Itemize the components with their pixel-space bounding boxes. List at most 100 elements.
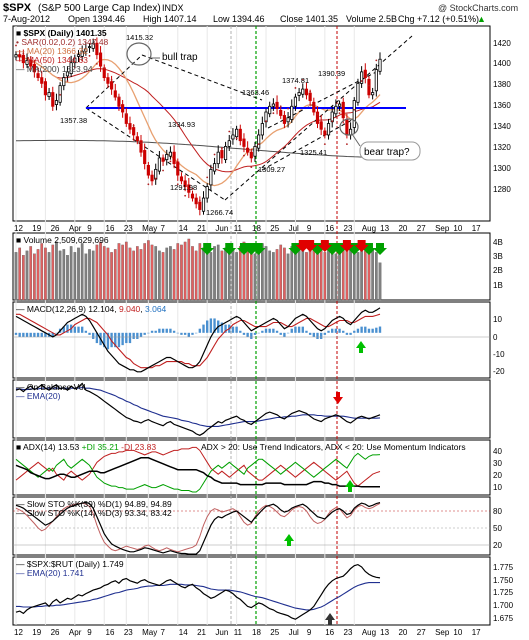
candle-body [279,109,283,116]
candle-body [297,92,301,96]
macd-hist-bar [279,332,282,335]
candle-body [113,90,117,98]
macd-hist-bar [22,332,25,337]
price-legend-ma200: — MA(200) 1323.94 [16,64,93,74]
xaxis-top-label: 13 [380,224,389,233]
volume-bar [209,252,213,301]
volume-bar [191,246,194,301]
sto-fast-line [15,502,381,553]
xaxis-top-label: Jul [289,224,299,233]
macd-hist-bar [364,326,367,333]
adx-legend-prefix: ■ ADX(14) 13.53 [16,442,82,452]
candle-body [246,147,250,153]
exchange-label: INDX [162,3,184,13]
candle-body [220,150,224,159]
ma50-line [15,54,381,173]
candle-body [132,127,136,136]
candle-body [43,81,47,96]
ma50-polyline [15,54,381,173]
macd-hist-bar [172,330,176,333]
macd-hist-bar [308,332,312,335]
volume-bar [121,244,124,301]
sar-dot [301,79,304,81]
xaxis-top-label: Apr [69,224,82,233]
candle-body [378,58,382,72]
candle-body [117,96,121,107]
candle-body [128,123,132,130]
macd-hist-bar [378,326,382,333]
xaxis-bottom-label: 17 [472,628,481,637]
ratio-legend: — $SPX:$RUT (Daily) 1.749 [16,559,124,569]
macd-hist-bar [253,332,257,335]
macd-hist-bar [338,328,341,333]
volume-bar [308,247,312,301]
xaxis-top-label: 11 [234,224,243,233]
volume-bar [194,250,198,301]
bear-trap-connector [351,133,361,147]
macd-legend-hist: 3.064 [145,304,167,314]
macd-hist-bar [275,330,279,333]
price-panel-frame [12,25,491,222]
volume-bar [91,250,95,301]
macd-line [15,307,381,373]
macd-hist-bar [231,326,235,333]
candle-body [356,82,360,103]
volume-yaxis-1b: 1B [493,281,503,290]
sar-dot [287,107,289,110]
sar-dot [66,80,69,82]
candle-body [249,151,253,159]
macd-hist-bar [312,332,316,337]
macd-hist-bar [213,318,216,333]
price-yaxis-1320: 1320 [493,143,511,152]
xaxis-top-label: 27 [417,224,426,233]
volume-bar [213,246,216,301]
sar-dot [22,52,25,55]
macd-hist-bar [316,332,319,339]
watermark: @ StockCharts.com [438,3,518,13]
macd-yaxis-m10: -10 [493,350,505,359]
price-label-1363: 1363.46 [242,88,269,97]
volume-red-arrow-icon [339,240,354,252]
volume-bar [18,247,22,301]
candle-body [168,151,173,157]
macd-hist-bar [25,332,29,337]
price-label-1390: 1390.39 [318,69,345,78]
volume-bar [268,250,272,301]
sto-yaxis-50: 50 [493,524,502,533]
macd-hist-bar [331,328,334,333]
volume-bar [279,244,283,301]
xaxis-top-label: Aug [362,224,376,233]
macd-hist-bar [198,328,202,333]
sar-dot [59,93,62,96]
volume-bar [238,246,242,301]
volume-bar [301,249,305,301]
candle-body [106,77,110,84]
macd-yaxis-m20: -20 [493,367,505,376]
macd-hist-bar [114,332,117,348]
xaxis-bottom-label: Sep [435,628,450,637]
macd-hist-bar [95,332,99,344]
adx-plus-di-line [15,452,381,493]
macd-hist-bar [125,332,128,344]
obv-legend: — On Balance Vol [16,382,86,392]
volume-green-arrow-icon [200,243,215,255]
volume-bar [374,252,378,301]
candle-body [121,104,125,113]
volume-bar [257,247,260,301]
candle-body [253,146,257,157]
volume-bar [349,249,352,301]
candle-body [319,121,323,130]
xaxis-bottom-label: 16 [325,628,334,637]
candle-body [315,111,320,124]
volume-bar [95,244,99,301]
xaxis-top-label: 9 [87,224,92,233]
sto-yaxis-20: 20 [493,541,502,550]
candle-body [73,57,77,64]
candle-body [293,96,298,107]
adx-legend-minus: -DI 23.83 [121,442,156,452]
symbol-name: (S&P 500 Large Cap Index) [38,3,161,14]
sar-dot [110,79,113,81]
macd-hist-bar [147,332,150,334]
macd-hist-bar [180,332,183,335]
macd-hist-bar [239,330,242,333]
